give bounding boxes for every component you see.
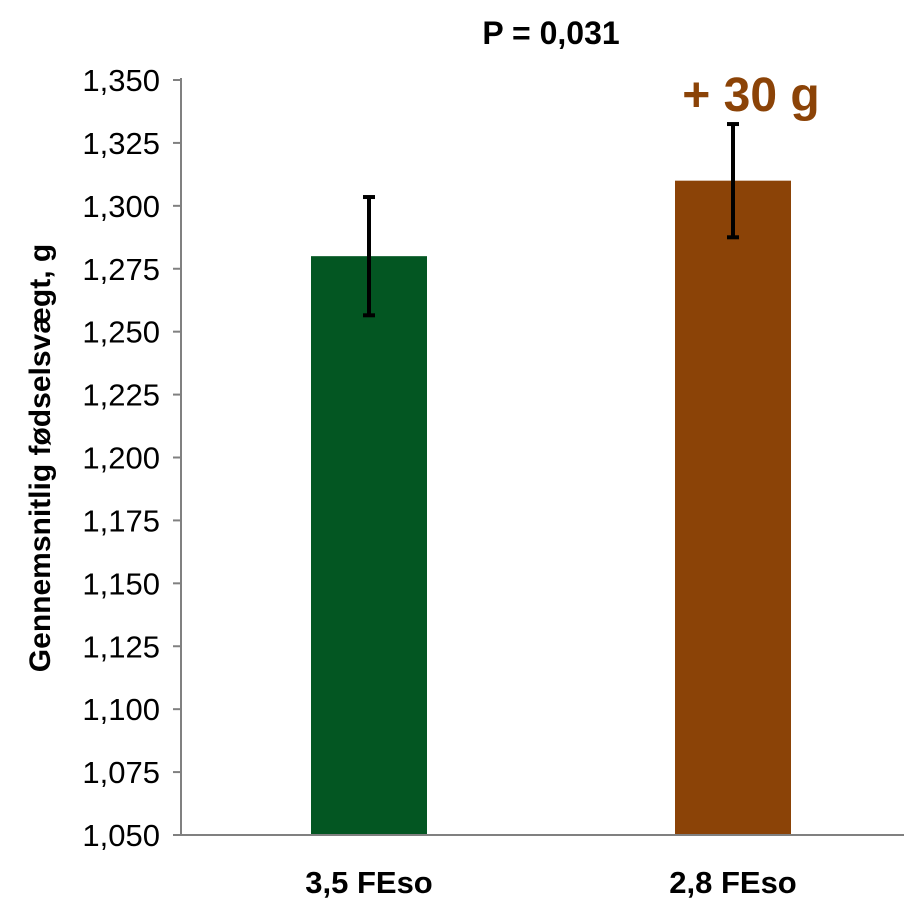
- y-tick-label: 1,125: [82, 629, 160, 664]
- y-axis: 1,050 1,075 1,100 1,125 1,150 1,175 1,200 1,225…: [82, 63, 181, 853]
- bar: [311, 256, 427, 836]
- error-bars: [363, 122, 739, 318]
- y-tick-label: 1,050: [82, 818, 160, 853]
- y-tick-label: 1,300: [82, 189, 160, 224]
- y-tick-label: 1,225: [82, 378, 160, 413]
- x-axis: 3,5 FEso 2,8 FEso: [305, 865, 797, 899]
- x-category-label: 2,8 FEso: [669, 865, 797, 899]
- difference-annotation: + 30 g: [682, 69, 819, 122]
- y-tick-label: 1,175: [82, 503, 160, 538]
- y-tick-label: 1,150: [82, 566, 160, 601]
- chart-title: P = 0,031: [482, 15, 619, 51]
- y-tick-label: 1,325: [82, 126, 160, 161]
- y-tick-label: 1,250: [82, 315, 160, 350]
- y-tick-label: 1,075: [82, 755, 160, 790]
- x-category-label: 3,5 FEso: [305, 865, 433, 899]
- y-tick-label: 1,100: [82, 692, 160, 727]
- y-tick-label: 1,350: [82, 63, 160, 98]
- bar: [675, 180, 791, 835]
- y-axis-label: Gennemsnitlig fødselsvægt, g: [24, 244, 57, 672]
- error-bar: [727, 122, 739, 240]
- error-bar: [363, 195, 375, 318]
- bars: [311, 180, 791, 836]
- y-tick-label: 1,275: [82, 252, 160, 287]
- y-tick-label: 1,200: [82, 441, 160, 476]
